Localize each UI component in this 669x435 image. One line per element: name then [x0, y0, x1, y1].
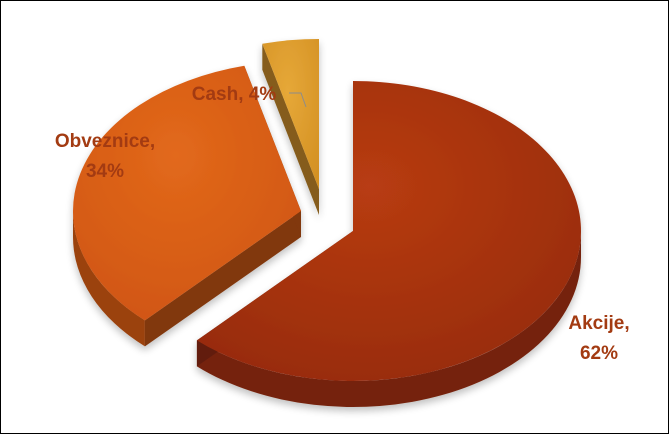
- label-akcije-name: Akcije,: [568, 313, 629, 334]
- pie-slice-akcije: [196, 81, 581, 381]
- label-cash-leader-line: [289, 92, 307, 108]
- label-obveznice-name: Obveznice,: [55, 131, 155, 152]
- pie-slice-cash: [262, 39, 319, 189]
- pie-slice-side-cash: [262, 43, 319, 215]
- label-akcije-pct: 62%: [580, 343, 618, 364]
- label-cash: Cash, 4%: [192, 84, 277, 105]
- pie-slice-obveznice: [73, 65, 302, 321]
- label-obveznice-pct: 34%: [86, 161, 124, 182]
